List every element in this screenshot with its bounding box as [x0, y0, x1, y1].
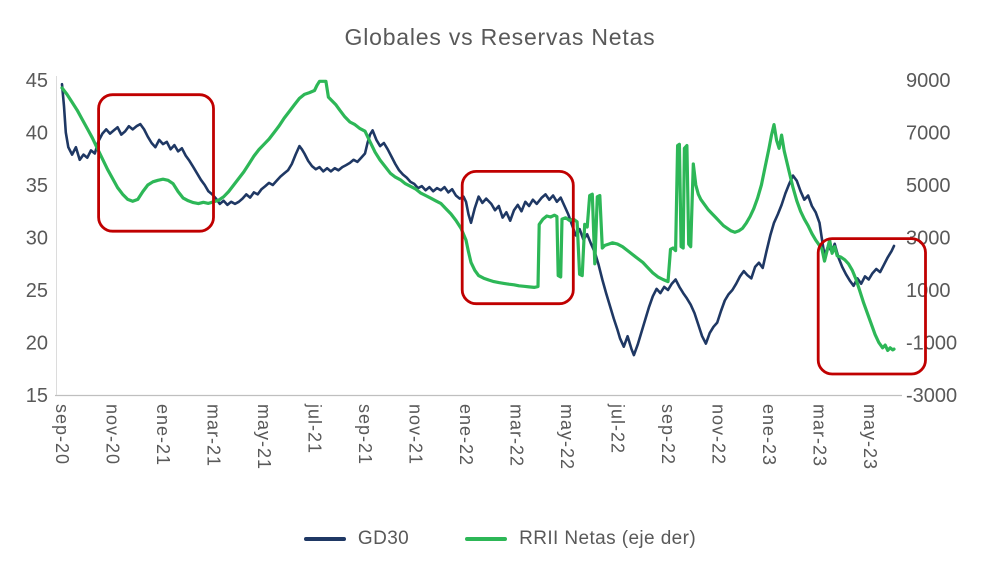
rrii-line [60, 79, 896, 352]
x-axis-tick-label: nov-21 [406, 404, 426, 465]
right-axis-tick-label: 3000 [906, 228, 951, 250]
x-axis-tick-label: sep-20 [52, 404, 72, 465]
highlight-box [97, 93, 215, 233]
right-axis-tick-label: -3000 [906, 385, 957, 407]
right-axis-tick-label: 1000 [906, 280, 951, 302]
right-axis-tick-label: 7000 [906, 123, 951, 145]
x-axis-tick-label: sep-22 [658, 404, 678, 465]
x-axis-tick-label: may-21 [254, 404, 274, 470]
rrii-legend-line-icon [465, 537, 508, 541]
x-axis-tick-label: ene-23 [759, 404, 779, 466]
chart-legend: GD30 RRII Netas (eje der) [0, 528, 1000, 550]
highlight-box [816, 237, 927, 376]
left-axis-tick-label: 25 [26, 280, 48, 302]
left-axis-tick-label: 20 [26, 333, 48, 355]
left-axis-tick-label: 40 [26, 123, 48, 145]
x-axis-tick-label: nov-22 [709, 404, 729, 465]
chart-title: Globales vs Reservas Netas [344, 24, 656, 50]
rrii-legend-label: RRII Netas (eje der) [519, 528, 697, 549]
x-axis-tick-label: ene-22 [456, 404, 476, 466]
gd30-legend-line-icon [303, 537, 346, 541]
x-axis-tick-label: jul-22 [608, 403, 628, 454]
x-axis-tick-label: sep-21 [355, 404, 375, 465]
left-axis-tick-label: 30 [26, 228, 48, 250]
right-axis-tick-label: -1000 [906, 333, 957, 355]
right-axis-tick-label: 5000 [906, 175, 951, 197]
x-axis-tick-label: may-23 [860, 404, 880, 470]
left-axis-tick-label: 35 [26, 175, 48, 197]
legend-item-gd30: GD30 [303, 528, 410, 550]
gd30-legend-label: GD30 [357, 528, 410, 549]
legend-item-rrii: RRII Netas (eje der) [465, 528, 696, 550]
x-axis-tick-label: nov-20 [103, 404, 123, 465]
x-axis-tick-label: mar-22 [507, 404, 527, 467]
x-axis-tick-label: mar-23 [810, 404, 830, 467]
x-axis-tick-label: may-22 [557, 404, 577, 470]
gd30-line [60, 82, 896, 357]
right-axis-tick-label: 9000 [906, 70, 951, 92]
left-axis-tick-label: 45 [26, 70, 48, 92]
x-axis-tick-label: jul-21 [305, 403, 325, 454]
left-axis-tick-label: 15 [26, 385, 48, 407]
highlight-box [460, 169, 575, 306]
x-axis-tick-label: ene-21 [153, 404, 173, 466]
x-axis-tick-label: mar-21 [204, 404, 224, 467]
